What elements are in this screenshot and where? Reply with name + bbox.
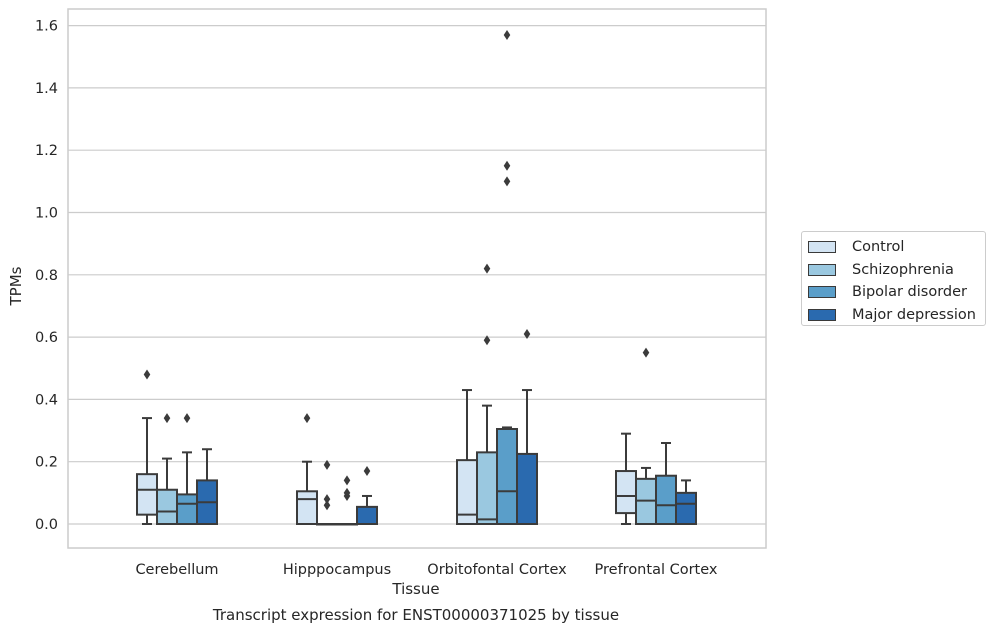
legend-swatch-bipolar-disorder — [808, 286, 836, 298]
x-tick-label: Prefrontal Cortex — [595, 562, 718, 578]
grid-lines — [68, 26, 766, 524]
box-2-0 — [457, 390, 477, 524]
box-3-0 — [616, 434, 636, 524]
outlier-point — [324, 494, 331, 504]
box-1-0 — [297, 413, 317, 524]
box-body — [357, 507, 377, 524]
outlier-point — [364, 466, 371, 476]
box-body — [517, 454, 537, 524]
outlier-point — [184, 413, 191, 423]
y-tick-label: 0.8 — [35, 268, 58, 284]
plot-frame — [68, 9, 766, 548]
box-body — [656, 476, 676, 524]
outlier-point — [164, 413, 171, 423]
legend-item-bipolar-disorder: Bipolar disorder — [808, 281, 985, 304]
y-tick-label: 0.2 — [35, 455, 58, 471]
box-0-3 — [197, 449, 217, 524]
box-body — [177, 494, 197, 524]
y-tick-label: 1.4 — [35, 81, 58, 97]
box-plot-chart: 0.0 0.2 0.4 0.6 0.8 1.0 1.2 1.4 1.6 Cerebellum Hi… — [0, 0, 832, 600]
outlier-point — [144, 369, 151, 379]
x-tick-label: Cerebellum — [135, 562, 218, 578]
box-0-0 — [137, 369, 157, 524]
outlier-point — [304, 413, 311, 423]
outlier-point — [344, 475, 351, 485]
outlier-point — [504, 30, 511, 40]
y-axis-ticks: 0.0 0.2 0.4 0.6 0.8 1.0 1.2 1.4 1.6 — [35, 19, 58, 533]
box-2-3 — [517, 329, 537, 524]
legend-label-control: Control — [852, 239, 904, 255]
y-tick-label: 1.6 — [35, 19, 58, 35]
box-3-1 — [636, 348, 656, 524]
outlier-point — [504, 161, 511, 171]
x-axis-label: Tissue — [391, 580, 439, 598]
box-3-2 — [656, 443, 676, 524]
y-axis-label: TPMs — [7, 266, 25, 306]
box-body — [157, 490, 177, 524]
box-body — [477, 452, 497, 524]
x-axis-ticks: Cerebellum Hipppocampus Orbitofontal Corte… — [135, 562, 717, 578]
chart-caption: Transcript expression for ENST0000037102… — [0, 606, 832, 624]
box-body — [297, 491, 317, 524]
box-2-1 — [477, 264, 497, 524]
legend-label-bipolar-disorder: Bipolar disorder — [852, 284, 967, 300]
legend-item-control: Control — [808, 236, 985, 259]
box-0-2 — [177, 413, 197, 524]
box-body — [137, 474, 157, 514]
boxes — [137, 30, 696, 525]
box-2-2 — [497, 30, 517, 524]
y-tick-label: 0.6 — [35, 330, 58, 346]
legend-label-major-depression: Major depression — [852, 307, 976, 323]
legend-label-schizophrenia: Schizophrenia — [852, 262, 954, 278]
outlier-point — [484, 264, 491, 274]
y-tick-label: 1.2 — [35, 143, 58, 159]
x-tick-label: Orbitofontal Cortex — [427, 562, 567, 578]
y-tick-label: 1.0 — [35, 206, 58, 222]
legend-swatch-control — [808, 241, 836, 253]
y-tick-label: 0.0 — [35, 517, 58, 533]
box-body — [497, 429, 517, 524]
legend-swatch-schizophrenia — [808, 264, 836, 276]
box-body — [616, 471, 636, 513]
outlier-point — [643, 348, 650, 358]
box-1-2 — [337, 475, 357, 524]
y-tick-label: 0.4 — [35, 392, 58, 408]
legend-item-major-depression: Major depression — [808, 304, 985, 327]
x-tick-label: Hipppocampus — [283, 562, 391, 578]
box-body — [676, 493, 696, 524]
box-1-1 — [317, 460, 337, 525]
outlier-point — [504, 176, 511, 186]
box-0-1 — [157, 413, 177, 524]
legend-item-schizophrenia: Schizophrenia — [808, 259, 985, 282]
box-3-3 — [676, 480, 696, 524]
legend-swatch-major-depression — [808, 309, 836, 321]
legend: Control Schizophrenia Bipolar disorder M… — [801, 231, 986, 326]
box-1-3 — [357, 466, 377, 524]
